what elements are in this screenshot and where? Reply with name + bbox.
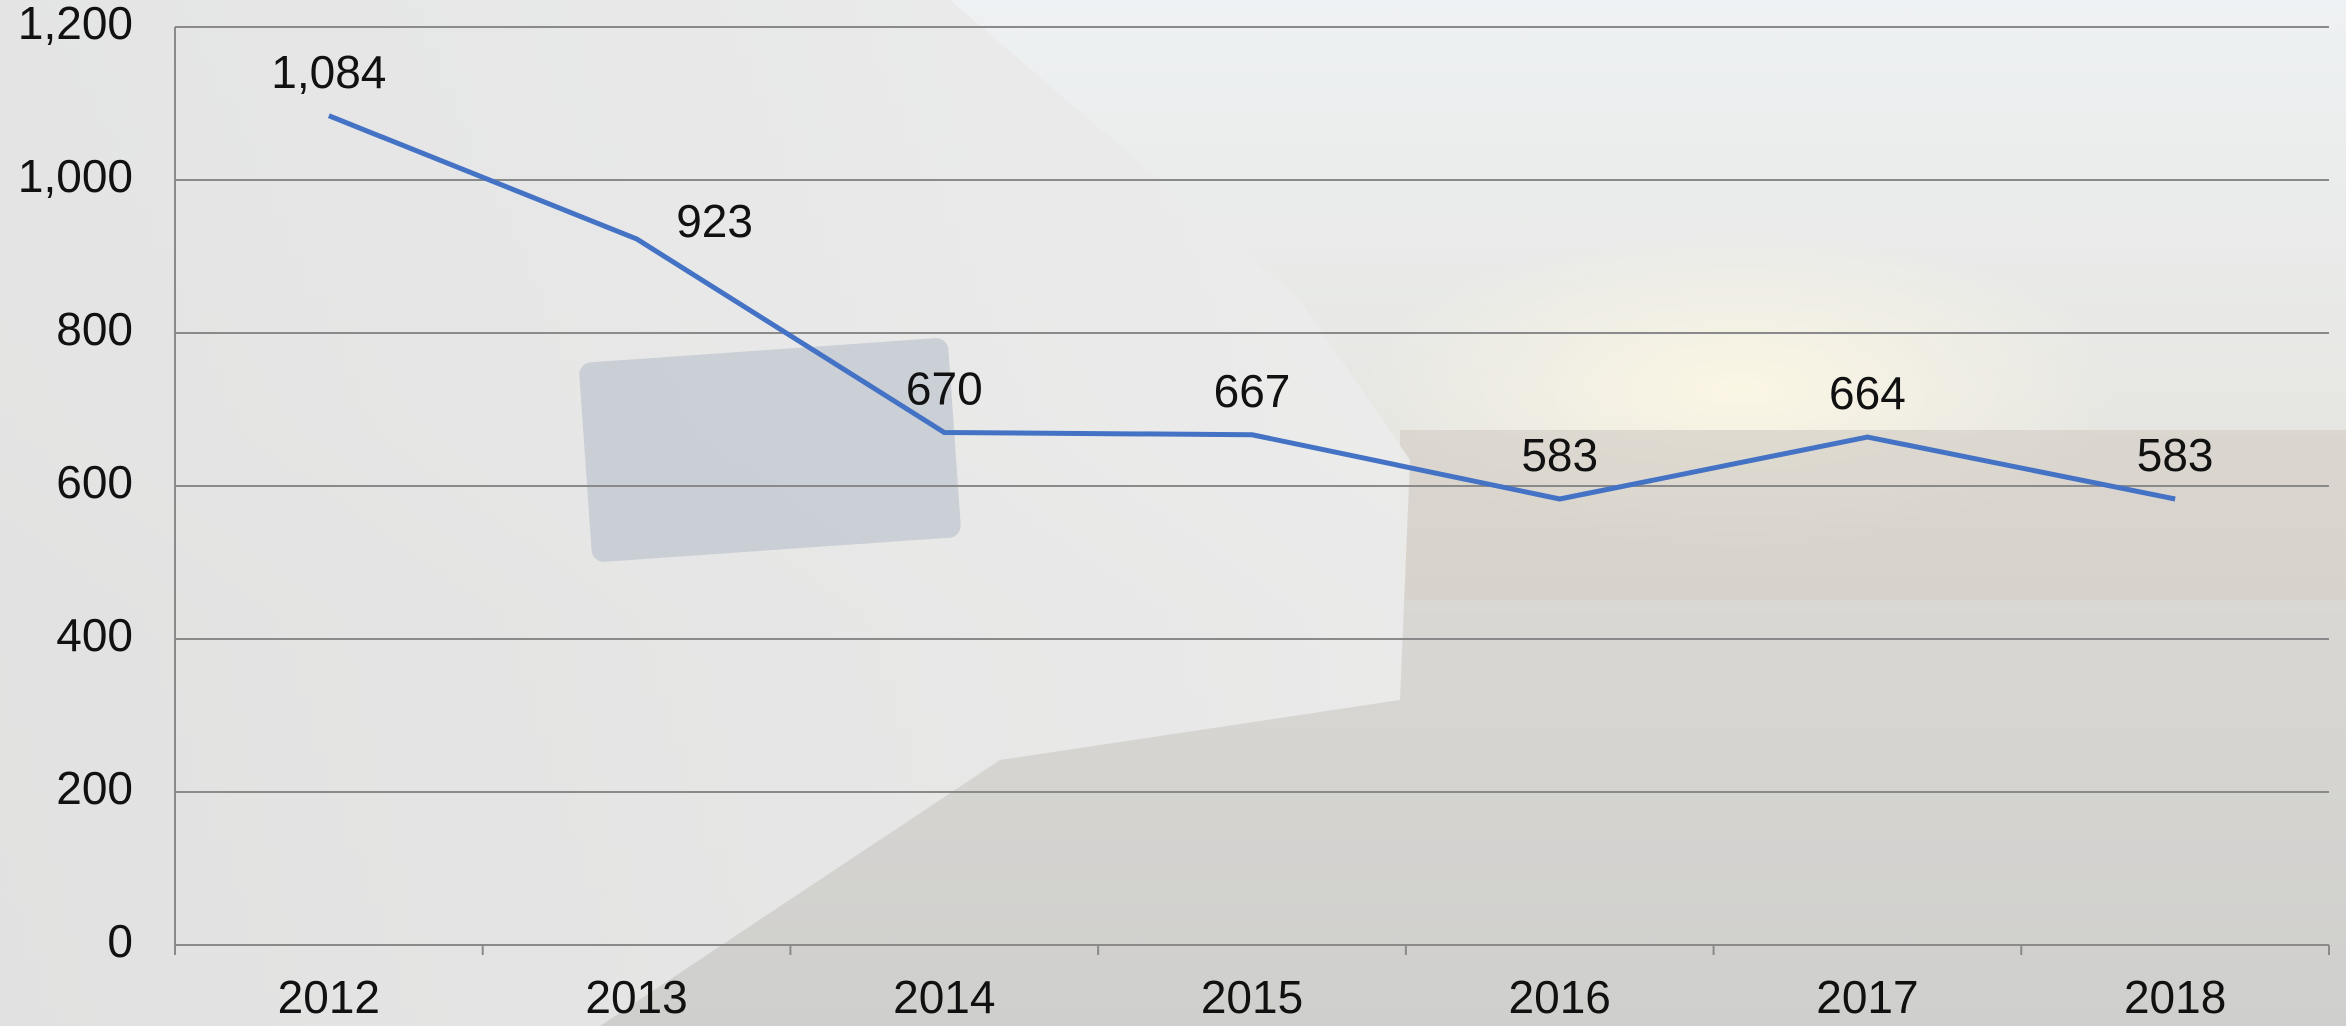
y-tick-label: 400 <box>56 609 133 661</box>
x-tick-label: 2018 <box>2124 971 2226 1023</box>
data-label: 923 <box>676 195 753 247</box>
y-tick-label: 0 <box>107 915 133 967</box>
data-label: 664 <box>1829 367 1906 419</box>
x-tick-label: 2017 <box>1816 971 1918 1023</box>
x-tick-label: 2012 <box>278 971 380 1023</box>
data-label: 583 <box>1521 429 1598 481</box>
y-tick-label: 1,200 <box>18 0 133 49</box>
background-decal <box>578 337 961 562</box>
chart: 0 200 400 600 800 1,000 1,200 2012 2013 2014 2015 2… <box>0 0 2346 1026</box>
data-label: 1,084 <box>271 46 386 98</box>
y-tick-label: 1,000 <box>18 150 133 202</box>
data-label: 667 <box>1214 365 1291 417</box>
data-label: 670 <box>906 363 983 415</box>
x-tick-label: 2016 <box>1509 971 1611 1023</box>
x-tick-label: 2015 <box>1201 971 1303 1023</box>
data-label: 583 <box>2137 429 2214 481</box>
y-tick-label: 200 <box>56 762 133 814</box>
y-tick-label: 800 <box>56 303 133 355</box>
x-tick-label: 2013 <box>585 971 687 1023</box>
x-tick-label: 2014 <box>893 971 995 1023</box>
y-tick-label: 600 <box>56 456 133 508</box>
